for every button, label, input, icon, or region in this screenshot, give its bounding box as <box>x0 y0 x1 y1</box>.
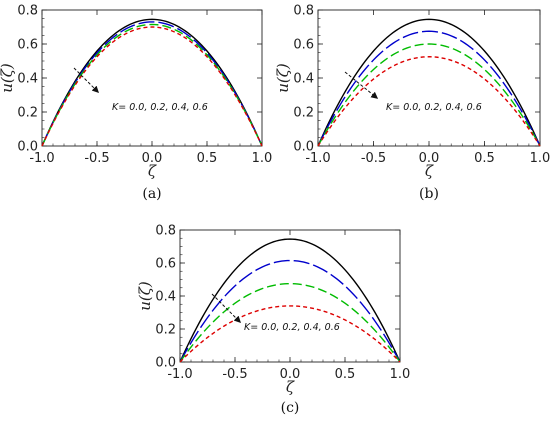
series-line-k-0-2 <box>317 30 541 147</box>
x-tick-label: 1.0 <box>530 151 550 166</box>
series-line-k-0-4 <box>41 23 263 147</box>
y-tick-label: 0.4 <box>293 72 314 87</box>
series-line-k-0 <box>41 18 263 147</box>
y-tick-label: 0.2 <box>17 106 38 121</box>
x-axis-label: ζ <box>286 378 295 396</box>
chart-panel-3: -1.0 -0.5 0.0 0.5 1.0 0.0 0.2 0.4 0.6 0.8 K= 0.0, … <box>136 224 410 417</box>
x-tick-label: 0.5 <box>474 151 495 166</box>
plot-frame <box>317 9 541 147</box>
plot-frame <box>41 9 263 147</box>
x-tick-label: -0.5 <box>222 367 247 382</box>
y-tick-label: 0.0 <box>293 140 314 155</box>
y-axis-label: u(ζ) <box>0 63 16 93</box>
trend-arrow <box>344 71 379 99</box>
x-tick-label: -0.5 <box>361 151 386 166</box>
series-line-k-0-6 <box>179 305 401 363</box>
x-tick-label: -1.0 <box>29 151 54 166</box>
x-tick-label: 0.5 <box>197 151 218 166</box>
x-tick-label: 1.0 <box>390 367 411 382</box>
y-tick-label: 0.2 <box>155 323 176 338</box>
y-axis-label: u(ζ) <box>136 281 154 311</box>
y-tick-label: 0.0 <box>155 356 176 371</box>
x-tick-label: -1.0 <box>305 151 330 166</box>
series-line-k-0-6 <box>317 56 541 147</box>
y-tick-label: 0.8 <box>17 4 38 19</box>
trend-arrow <box>211 293 241 323</box>
y-tick-label: 0.2 <box>293 106 314 121</box>
y-tick-label: 0.8 <box>293 4 314 19</box>
x-tick-label: -1.0 <box>167 367 192 382</box>
y-tick-label: 0.4 <box>17 72 38 87</box>
trend-arrow <box>73 67 99 93</box>
series-line-k-0 <box>317 18 541 147</box>
x-axis-label: ζ <box>148 162 157 180</box>
y-tick-label: 0.6 <box>155 257 176 272</box>
annotation-label: K= 0.0, 0.2, 0.4, 0.6 <box>244 322 340 333</box>
y-tick-label: 0.0 <box>17 140 38 155</box>
panel-label: (b) <box>419 186 439 202</box>
series-line-k-0-4 <box>179 282 401 363</box>
series-line-k-0-2 <box>179 259 401 363</box>
chart-panel-1: -1.0 -0.5 0.0 0.5 1.0 0.0 0.2 0.4 0.6 0.8 K= 0.0, … <box>0 4 272 203</box>
annotation-label: K= 0.0, 0.2, 0.4, 0.6 <box>386 102 482 113</box>
panel-label: (c) <box>281 400 300 416</box>
y-axis-label: u(ζ) <box>274 63 292 93</box>
series-line-k-0-6 <box>41 26 263 147</box>
y-tick-label: 0.6 <box>293 38 314 53</box>
x-tick-label: 0.0 <box>280 367 301 382</box>
plot-frame <box>179 229 401 363</box>
series-line-k-0-2 <box>41 21 263 147</box>
chart-panel-2: -1.0 -0.5 0.0 0.5 1.0 0.0 0.2 0.4 0.6 0.8 K= 0.0, … <box>274 4 550 203</box>
y-tick-label: 0.6 <box>17 38 38 53</box>
x-tick-label: 1.0 <box>252 151 273 166</box>
x-tick-label: 0.5 <box>335 367 356 382</box>
x-tick-label: -0.5 <box>84 151 109 166</box>
x-axis-label: ζ <box>425 162 434 180</box>
y-tick-label: 0.8 <box>155 224 176 239</box>
panel-label: (a) <box>142 186 161 202</box>
annotation-label: K= 0.0, 0.2, 0.4, 0.6 <box>112 102 208 113</box>
y-tick-label: 0.4 <box>155 290 176 305</box>
x-tick-label: 0.0 <box>142 151 163 166</box>
x-tick-label: 0.0 <box>419 151 440 166</box>
series-line-k-0-4 <box>317 43 541 147</box>
series-line-k-0 <box>179 238 401 363</box>
